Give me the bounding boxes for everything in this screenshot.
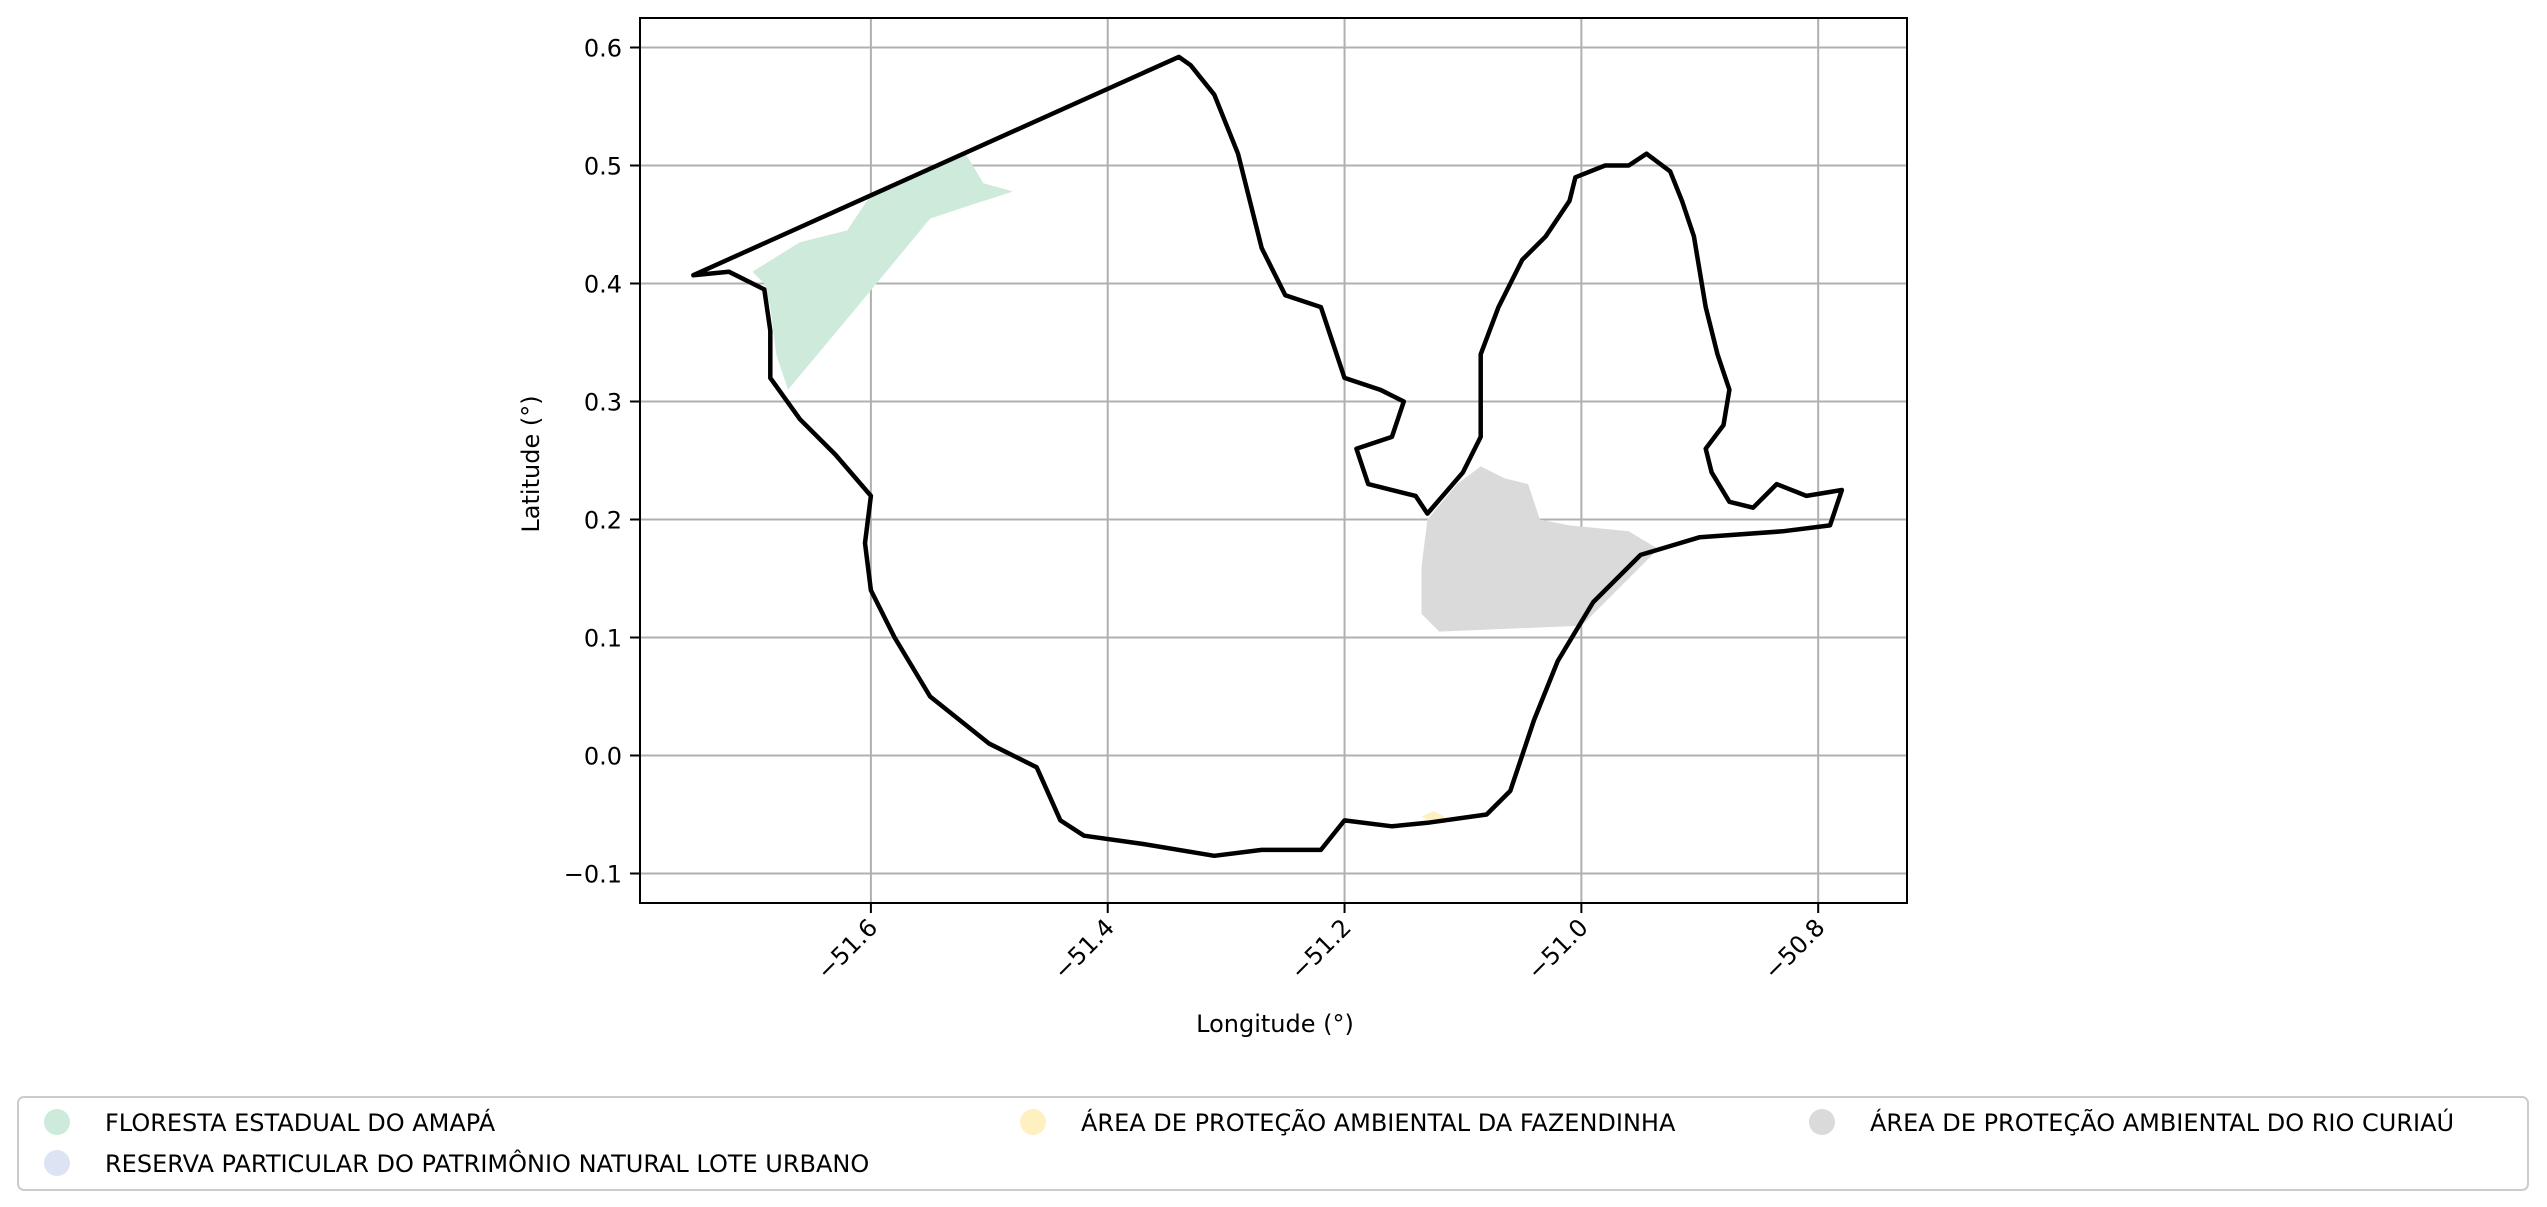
x-tick-label: −51.6 <box>811 913 883 985</box>
plot-frame <box>639 17 1908 904</box>
x-axis-label: Longitude (°) <box>1196 1010 1354 1038</box>
y-tick-label: 0.2 <box>584 507 622 535</box>
y-axis-label: Latitude (°) <box>517 395 545 532</box>
protected-areas <box>752 153 1659 823</box>
municipality-boundary <box>691 54 1845 859</box>
grid-lines <box>640 18 1907 903</box>
y-tick-label: 0.5 <box>584 153 622 181</box>
protected-area-polygon <box>1421 466 1659 632</box>
legend-label: ÁREA DE PROTEÇÃO AMBIENTAL DA FAZENDINHA <box>1081 1107 1676 1137</box>
legend-swatch <box>1020 1109 1046 1135</box>
x-tick-label: −51.2 <box>1285 913 1357 985</box>
boundary-line <box>691 54 1845 859</box>
legend-swatch <box>1809 1109 1835 1135</box>
legend-label: RESERVA PARTICULAR DO PATRIMÔNIO NATURAL… <box>105 1148 869 1178</box>
x-tick-label: −51.0 <box>1522 913 1594 985</box>
x-tick-label: −50.8 <box>1759 913 1831 985</box>
y-tick-label: 0.6 <box>584 35 622 63</box>
legend-swatch <box>44 1150 70 1176</box>
legend-frame <box>17 1096 2529 1191</box>
y-tick-label: 0.0 <box>584 743 622 771</box>
legend-label: ÁREA DE PROTEÇÃO AMBIENTAL DO RIO CURIAÚ <box>1870 1107 2454 1137</box>
y-tick-label: 0.4 <box>584 271 622 299</box>
x-axis-ticks: −51.6 −51.4 −51.2 −51.0 −50.8 <box>811 903 1830 985</box>
y-axis-ticks: −0.1 0.0 0.1 0.2 0.3 0.4 0.5 0.6 <box>564 35 640 889</box>
legend-label: FLORESTA ESTADUAL DO AMAPÁ <box>105 1108 496 1137</box>
legend-swatch <box>44 1109 70 1135</box>
x-tick-label: −51.4 <box>1048 913 1120 985</box>
y-tick-label: −0.1 <box>564 861 622 889</box>
y-tick-label: 0.3 <box>584 389 622 417</box>
y-tick-label: 0.1 <box>584 625 622 653</box>
legend: FLORESTA ESTADUAL DO AMAPÁ RESERVA PARTIC… <box>17 1096 2529 1191</box>
protected-area-polygon <box>752 153 1013 390</box>
